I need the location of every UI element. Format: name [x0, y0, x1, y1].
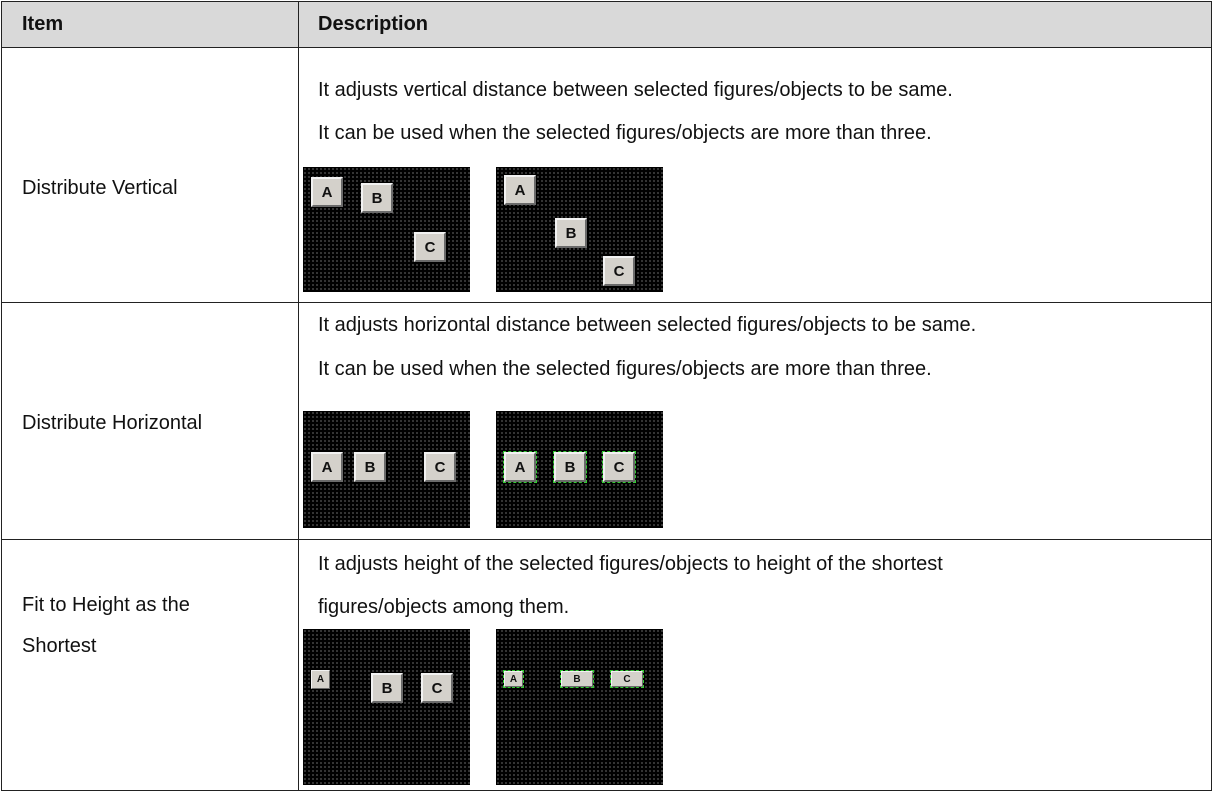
- item: Shortest: [22, 635, 97, 657]
- button: B: [354, 452, 386, 482]
- border: [1211, 1, 1212, 791]
- button: B: [555, 218, 587, 248]
- header-cell: Description: [318, 13, 429, 35]
- button: A: [311, 177, 343, 207]
- button: C: [414, 232, 446, 262]
- description: figures/objects among them.: [318, 596, 570, 618]
- border: [298, 1, 299, 791]
- border: [1, 1, 1212, 2]
- border: [1, 1, 2, 791]
- button: B: [553, 451, 587, 483]
- button: B: [361, 183, 393, 213]
- item: Distribute Vertical: [22, 177, 178, 199]
- item: Fit to Height as the: [22, 594, 190, 616]
- button: A: [311, 452, 343, 482]
- button: A: [503, 670, 524, 688]
- button: C: [603, 256, 635, 286]
- button: C: [421, 673, 453, 703]
- item: Distribute Horizontal: [22, 412, 203, 434]
- button: C: [610, 670, 644, 688]
- figure: A B C: [496, 411, 663, 528]
- button: C: [424, 452, 456, 482]
- button: C: [602, 451, 636, 483]
- description: It can be used when the selected figures…: [318, 358, 932, 380]
- figure: A B C: [303, 629, 470, 785]
- figure: A B C: [303, 167, 470, 292]
- button: A: [503, 451, 537, 483]
- button: B: [371, 673, 403, 703]
- description: It adjusts horizontal distance between s…: [318, 314, 977, 336]
- border: [1, 47, 1212, 48]
- figure: A B C: [303, 411, 470, 528]
- figure: A B C: [496, 167, 663, 292]
- description: It can be used when the selected figures…: [318, 122, 932, 144]
- button: A: [311, 670, 330, 689]
- description: It adjusts vertical distance between sel…: [318, 79, 953, 101]
- border: [1, 539, 1212, 540]
- header-cell: Item: [22, 13, 64, 35]
- figure: A B C: [496, 629, 663, 785]
- button: A: [504, 175, 536, 205]
- button: B: [560, 670, 594, 688]
- description: It adjusts height of the selected figure…: [318, 553, 943, 575]
- header-bg: [1, 1, 1212, 47]
- border: [1, 302, 1212, 303]
